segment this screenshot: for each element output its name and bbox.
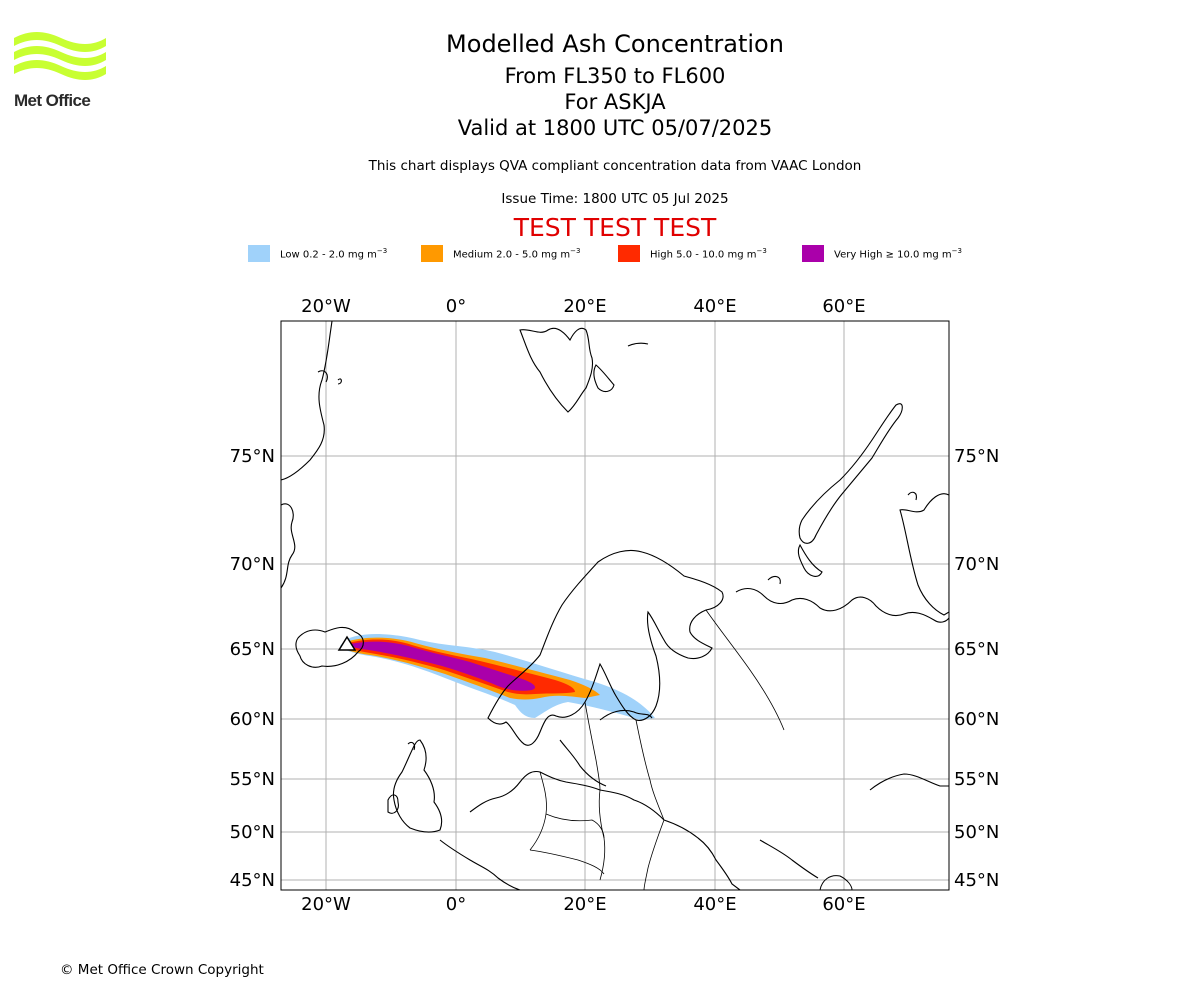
met-office-wave-logo-icon xyxy=(14,32,106,80)
volcano-marker-icon xyxy=(337,635,357,651)
lat-label-right: 50°N xyxy=(954,822,999,843)
lat-label-left: 55°N xyxy=(230,769,275,790)
lat-label-right: 70°N xyxy=(954,554,999,575)
legend-label-medium: Medium 2.0 - 5.0 mg m xyxy=(453,249,571,261)
test-banner: TEST TEST TEST xyxy=(513,213,717,242)
lat-label-left: 75°N xyxy=(230,446,275,467)
lon-label-bottom: 40°E xyxy=(693,894,736,915)
lon-label-top: 60°E xyxy=(822,296,865,317)
lat-label-right: 75°N xyxy=(954,446,999,467)
legend-exp-high: −3 xyxy=(756,247,767,255)
lat-label-left: 50°N xyxy=(230,822,275,843)
lon-labels-top: 20°W 0° 20°E 40°E 60°E xyxy=(301,296,865,317)
lon-label-bottom: 20°E xyxy=(563,894,606,915)
coastlines xyxy=(281,321,949,890)
legend-swatch-high xyxy=(618,245,640,262)
legend-label-high: High 5.0 - 10.0 mg m xyxy=(650,249,757,261)
lat-label-left: 70°N xyxy=(230,554,275,575)
ash-plume-very-high xyxy=(350,641,536,691)
ash-plume xyxy=(340,634,655,720)
logo-text: Met Office xyxy=(14,91,91,110)
flight-level-range: From FL350 to FL600 xyxy=(504,64,726,88)
chart-title: Modelled Ash Concentration xyxy=(446,30,784,58)
map-gridlines xyxy=(281,321,949,890)
lat-label-right: 55°N xyxy=(954,769,999,790)
legend-exp-medium: −3 xyxy=(570,247,581,255)
lon-label-top: 20°E xyxy=(563,296,606,317)
issue-time: Issue Time: 1800 UTC 05 Jul 2025 xyxy=(501,191,729,207)
legend-label-low: Low 0.2 - 2.0 mg m xyxy=(280,249,377,261)
lon-label-top: 0° xyxy=(446,296,466,317)
legend-label-very-high: Very High ≥ 10.0 mg m xyxy=(834,249,952,261)
met-office-logo: Met Office xyxy=(14,30,108,112)
legend-swatch-low xyxy=(248,245,270,262)
lat-label-left: 45°N xyxy=(230,870,275,891)
lat-label-right: 45°N xyxy=(954,870,999,891)
legend-swatch-very-high xyxy=(802,245,824,262)
lat-labels-left: 75°N 70°N 65°N 60°N 55°N 50°N 45°N xyxy=(230,446,275,891)
lon-labels-bottom: 20°W 0° 20°E 40°E 60°E xyxy=(301,894,865,915)
volcano-name: For ASKJA xyxy=(564,90,666,114)
lat-label-right: 65°N xyxy=(954,639,999,660)
lat-label-left: 65°N xyxy=(230,639,275,660)
lon-label-top: 20°W xyxy=(301,296,351,317)
copyright-notice: © Met Office Crown Copyright xyxy=(60,962,264,978)
lon-label-bottom: 60°E xyxy=(822,894,865,915)
lat-labels-right: 75°N 70°N 65°N 60°N 55°N 50°N 45°N xyxy=(954,446,999,891)
legend-exp-very-high: −3 xyxy=(951,247,962,255)
lon-label-bottom: 0° xyxy=(446,894,466,915)
legend-exp-low: −3 xyxy=(376,247,388,255)
map-frame xyxy=(280,320,950,891)
lon-label-bottom: 20°W xyxy=(301,894,351,915)
lon-label-top: 40°E xyxy=(693,296,736,317)
lat-label-left: 60°N xyxy=(230,709,275,730)
legend-swatch-medium xyxy=(421,245,443,262)
valid-time: Valid at 1800 UTC 05/07/2025 xyxy=(457,116,773,140)
chart-description: This chart displays QVA compliant concen… xyxy=(368,158,862,174)
lat-label-right: 60°N xyxy=(954,709,999,730)
